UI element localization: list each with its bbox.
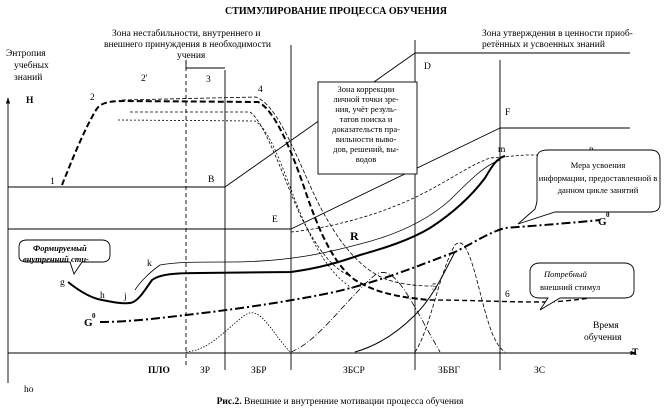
- curve-2-to-5: [61, 99, 431, 301]
- svg-text:G: G: [598, 216, 607, 228]
- svg-text:внешний стимул: внешний стимул: [540, 282, 601, 292]
- zone-zbr: ЗБР: [251, 366, 267, 376]
- svg-text:ния, учёт резуль-: ния, учёт резуль-: [335, 104, 397, 114]
- label-B: В: [208, 175, 214, 185]
- label-h: h: [100, 291, 105, 301]
- svg-text:обучения: обучения: [584, 332, 622, 343]
- svg-text:Рис.2. Внешние и внутренние мо: Рис.2. Внешние и внутренние мотивации пр…: [217, 396, 464, 407]
- label-D: D: [424, 62, 431, 72]
- curve-m-n: [290, 154, 600, 233]
- svg-text:Формируемый: Формируемый: [33, 243, 87, 253]
- label-1: 1: [50, 177, 55, 187]
- label-3: 3: [206, 75, 211, 85]
- svg-text:знаний: знаний: [14, 72, 42, 83]
- svg-text:информации, предоставленной в: информации, предоставленной в: [539, 173, 658, 183]
- svg-text:доказательств пра-: доказательств пра-: [332, 124, 400, 134]
- label-F: F: [505, 108, 510, 118]
- correction-zone-text: Зона коррекции личной точки зре- ния, уч…: [332, 84, 400, 164]
- label-m: m: [498, 145, 506, 155]
- svg-text:вильности выво-: вильности выво-: [336, 134, 397, 144]
- label-G0-right: G 0: [598, 211, 610, 228]
- zone-labels: ПЛО ЗР ЗБР ЗБСР ЗБВГ ЗС: [148, 366, 545, 376]
- curve-bell-dotted: [185, 312, 291, 353]
- svg-text:данном цикле занятий: данном цикле занятий: [558, 185, 639, 195]
- svg-text:Потребный: Потребный: [543, 269, 588, 279]
- zone-plo: ПЛО: [148, 366, 170, 376]
- label-G0-left: G 0: [84, 312, 96, 329]
- svg-text:водов: водов: [356, 154, 377, 164]
- svg-text:внутренний сти-: внутренний сти-: [23, 254, 89, 264]
- zone-zbvg: ЗБВГ: [438, 366, 461, 376]
- required-callout-text: Потребный внешний стимул: [540, 269, 601, 292]
- svg-text:учебных: учебных: [14, 60, 49, 71]
- svg-text:дов, решений, вы-: дов, решений, вы-: [333, 144, 399, 154]
- zone-instability-text: Зона нестабильности, внутреннего и внешн…: [104, 28, 271, 61]
- forming-callout-text: Формируемый внутренний сти-: [23, 243, 89, 264]
- x-axis-symbol: Т: [632, 348, 639, 358]
- curve-2prime: [117, 119, 356, 291]
- curve-G0: [99, 219, 601, 323]
- svg-text:Энтропия: Энтропия: [6, 49, 46, 59]
- curve-4: [121, 96, 433, 287]
- correction-zone-box: [317, 81, 418, 175]
- required-callout: [529, 262, 635, 311]
- measure-callout-text: Мера усвоения информации, предоставленно…: [539, 160, 658, 195]
- figure-title: СТИМУЛИРОВАНИЕ ПРОЦЕССА ОБУЧЕНИЯ: [225, 6, 448, 17]
- y-axis-symbol: Н: [26, 96, 34, 106]
- svg-text:Зона коррекции: Зона коррекции: [338, 84, 395, 94]
- label-E: E: [272, 215, 278, 225]
- svg-text:Зона нестабильности, внутренне: Зона нестабильности, внутреннего и: [112, 28, 261, 39]
- curve-bell-dashed: [414, 242, 506, 353]
- slope-EF: [290, 127, 501, 230]
- curve-k-inner: [134, 159, 501, 291]
- label-2: 2: [90, 93, 95, 103]
- y-axis-label: Энтропия учебных знаний: [6, 49, 49, 83]
- label-4: 4: [258, 85, 263, 95]
- label-g: g: [60, 278, 65, 288]
- label-5: 5: [432, 283, 437, 293]
- zone-affirmation-text: Зона утверждения в ценности приоб- ретён…: [482, 28, 633, 50]
- svg-text:личной точки зре-: личной точки зре-: [333, 94, 399, 104]
- svg-text:ретённых и усвоенных знаний: ретённых и усвоенных знаний: [482, 39, 605, 50]
- label-R: R: [350, 229, 359, 243]
- zone-zr: ЗР: [200, 366, 210, 376]
- svg-text:учения: учения: [177, 51, 206, 61]
- zone-zs: ЗС: [534, 366, 545, 376]
- curve-bell-dashdot: [290, 272, 441, 353]
- svg-text:татов поиска и: татов поиска и: [340, 114, 393, 124]
- curve-6: [429, 297, 591, 303]
- curve-3: [130, 111, 351, 277]
- svg-text:0: 0: [606, 211, 610, 219]
- origin-label: ho: [24, 385, 34, 395]
- label-2prime: 2': [141, 74, 148, 84]
- curve-internal-stimulus: [67, 155, 506, 305]
- forming-callout: [18, 239, 111, 276]
- svg-text:Время: Время: [593, 321, 619, 331]
- svg-text:G: G: [84, 317, 93, 329]
- point-labels: 1 2 2' 3 4 5 6 В D E F m n g h j k: [50, 62, 594, 302]
- svg-text:внешнего принуждения в необход: внешнего принуждения в необходимости: [104, 39, 271, 50]
- label-k: k: [147, 259, 152, 269]
- svg-text:Мера усвоения: Мера усвоения: [571, 160, 626, 170]
- x-axis-label: Время обучения: [584, 321, 622, 343]
- measure-callout: [517, 149, 661, 225]
- svg-text:Зона утверждения в ценности пр: Зона утверждения в ценности приоб-: [482, 28, 633, 39]
- label-6: 6: [505, 290, 510, 300]
- svg-text:0: 0: [92, 312, 96, 320]
- zone-zbsr: ЗБСР: [343, 366, 365, 376]
- curve-rise-solid: [354, 251, 456, 353]
- label-j: j: [123, 292, 127, 302]
- figure-caption: Рис.2. Внешние и внутренние мотивации пр…: [217, 396, 464, 407]
